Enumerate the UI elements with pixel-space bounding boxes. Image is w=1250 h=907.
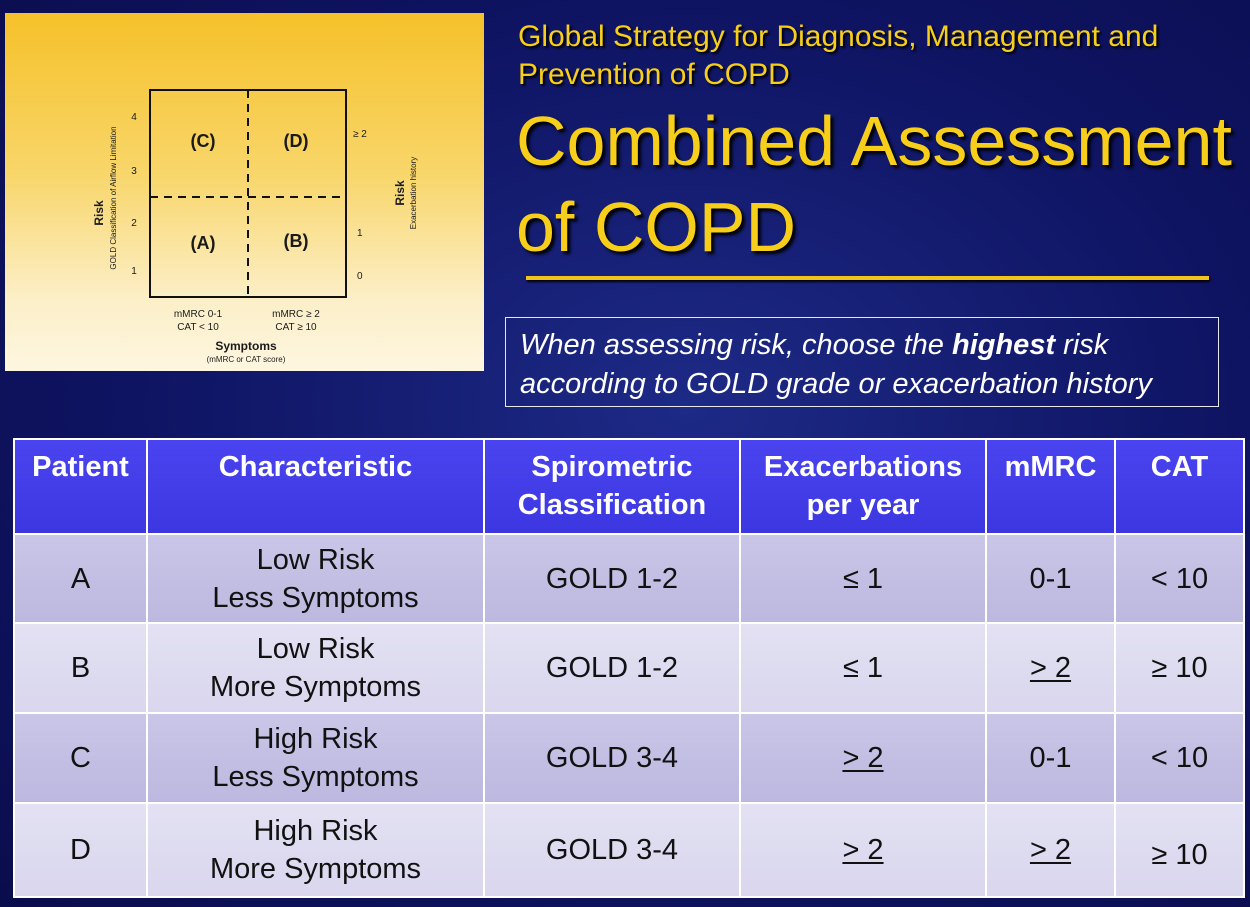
cell-cat: ≥ 10 <box>1114 802 1245 898</box>
col2-mmrc-label: mMRC ≥ 2 <box>272 309 320 320</box>
quadrant-b-label: (B) <box>284 231 309 251</box>
header-characteristic: Characteristic <box>146 438 485 535</box>
header-spirometric-line-1: Spirometric <box>531 451 693 483</box>
note-line-2: according to GOLD grade or exacerbation … <box>520 368 1152 400</box>
gold-assessment-diagram: (C) (D) (A) (B) 4 3 2 1 ≥ 2 1 0 Risk GOL… <box>5 13 484 371</box>
cell-mmrc: 0-1 <box>985 712 1116 804</box>
x-axis-subtitle: (mMRC or CAT score) <box>207 355 286 364</box>
diagram-svg: (C) (D) (A) (B) 4 3 2 1 ≥ 2 1 0 Risk GOL… <box>92 89 418 364</box>
cell-characteristic: Low Risk More Symptoms <box>146 622 485 714</box>
cell-patient: B <box>13 622 148 714</box>
right-tick-ge2: ≥ 2 <box>353 129 367 140</box>
quadrant-a-label: (A) <box>191 233 216 253</box>
header-spirometric-line-2: Classification <box>517 489 707 521</box>
table-row: C High Risk Less Symptoms GOLD 3-4 > 2 0-… <box>13 712 1245 804</box>
right-axis-title: Risk <box>393 180 407 206</box>
header-mmrc-label: mMRC <box>1004 451 1097 483</box>
left-tick-1: 1 <box>131 266 137 277</box>
cell-characteristic: High Risk Less Symptoms <box>146 712 485 804</box>
characteristic-risk: High Risk <box>253 723 378 755</box>
cell-patient: C <box>13 712 148 804</box>
cell-patient: D <box>13 802 148 898</box>
header-cat: CAT <box>1114 438 1245 535</box>
header-patient-label: Patient <box>32 451 129 483</box>
cell-exacerbations: ≤ 1 <box>739 622 987 714</box>
header-spirometric: Spirometric Classification <box>483 438 741 535</box>
table-row: A Low Risk Less Symptoms GOLD 1-2 ≤ 1 0-1… <box>13 533 1245 624</box>
col2-cat-label: CAT ≥ 10 <box>275 322 317 333</box>
quadrant-d-label: (D) <box>284 131 309 151</box>
header-cat-label: CAT <box>1150 451 1209 483</box>
characteristic-risk: Low Risk <box>256 633 375 665</box>
slide-title: Combined Assessment of COPD <box>516 98 1236 270</box>
cell-patient: A <box>13 533 148 624</box>
header-exacerbations: Exacerbations per year <box>739 438 987 535</box>
col1-cat-label: CAT < 10 <box>177 322 219 333</box>
title-divider <box>526 276 1209 280</box>
cell-cat: < 10 <box>1114 712 1245 804</box>
cell-mmrc: 0-1 <box>985 533 1116 624</box>
table-header-row: Patient Characteristic Spirometric Classi… <box>13 438 1245 535</box>
note-emphasis: highest <box>951 329 1056 361</box>
cell-exacerbations: > 2 <box>739 802 987 898</box>
cell-spirometric: GOLD 1-2 <box>483 533 741 624</box>
characteristic-symptoms: Less Symptoms <box>212 581 419 614</box>
left-axis-title: Risk <box>92 200 106 226</box>
risk-note-box: When assessing risk, choose the highest … <box>505 317 1219 407</box>
cell-mmrc: > 2 <box>985 622 1116 714</box>
characteristic-symptoms: Less Symptoms <box>212 761 419 793</box>
left-tick-2: 2 <box>131 218 137 229</box>
mmrc-value: > 2 <box>1029 652 1072 684</box>
right-tick-0: 0 <box>357 271 363 282</box>
col1-mmrc-label: mMRC 0-1 <box>174 309 223 320</box>
table-row: D High Risk More Symptoms GOLD 3-4 > 2 > … <box>13 802 1245 898</box>
header-mmrc: mMRC <box>985 438 1116 535</box>
characteristic-symptoms: More Symptoms <box>209 671 422 703</box>
cell-spirometric: GOLD 3-4 <box>483 802 741 898</box>
characteristic-risk: Low Risk <box>256 543 375 576</box>
right-axis-subtitle: Exacerbation history <box>409 157 418 229</box>
exacerbations-value: > 2 <box>842 834 884 866</box>
title-line-1: Combined Assessment <box>516 102 1232 180</box>
header-patient: Patient <box>13 438 148 535</box>
subtitle-line-2: Prevention of COPD <box>518 58 790 91</box>
cell-spirometric: GOLD 3-4 <box>483 712 741 804</box>
note-line-1: When assessing risk, choose the highest … <box>520 326 1218 365</box>
note-text-after: risk <box>1055 329 1109 361</box>
cell-exacerbations: > 2 <box>739 712 987 804</box>
cell-exacerbations: ≤ 1 <box>739 533 987 624</box>
cell-mmrc: > 2 <box>985 802 1116 898</box>
note-text-before: When assessing risk, choose the <box>520 329 952 361</box>
patient-assessment-table: Patient Characteristic Spirometric Classi… <box>13 438 1245 898</box>
header-exacerbations-line-2: per year <box>806 489 920 521</box>
right-tick-1: 1 <box>357 228 363 239</box>
cell-spirometric: GOLD 1-2 <box>483 622 741 714</box>
mmrc-value: > 2 <box>1029 834 1072 866</box>
cell-cat: ≥ 10 <box>1114 622 1245 714</box>
characteristic-symptoms: More Symptoms <box>209 853 422 885</box>
left-tick-3: 3 <box>131 166 137 177</box>
table-row: B Low Risk More Symptoms GOLD 1-2 ≤ 1 > 2… <box>13 622 1245 714</box>
cell-characteristic: High Risk More Symptoms <box>146 802 485 898</box>
header-exacerbations-line-1: Exacerbations <box>763 451 963 483</box>
title-line-2: of COPD <box>516 188 797 266</box>
left-axis-subtitle: GOLD Classification of Airflow Limitatio… <box>109 126 118 269</box>
exacerbations-value: > 2 <box>842 742 884 774</box>
subtitle-line-1: Global Strategy for Diagnosis, Managemen… <box>518 20 1159 53</box>
header-characteristic-label: Characteristic <box>218 451 413 483</box>
quadrant-c-label: (C) <box>191 131 216 151</box>
slide-subtitle: Global Strategy for Diagnosis, Managemen… <box>518 18 1238 94</box>
cell-cat: < 10 <box>1114 533 1245 624</box>
x-axis-title: Symptoms <box>215 339 277 353</box>
characteristic-risk: High Risk <box>253 815 378 847</box>
left-tick-4: 4 <box>131 112 137 123</box>
cell-characteristic: Low Risk Less Symptoms <box>146 533 485 624</box>
